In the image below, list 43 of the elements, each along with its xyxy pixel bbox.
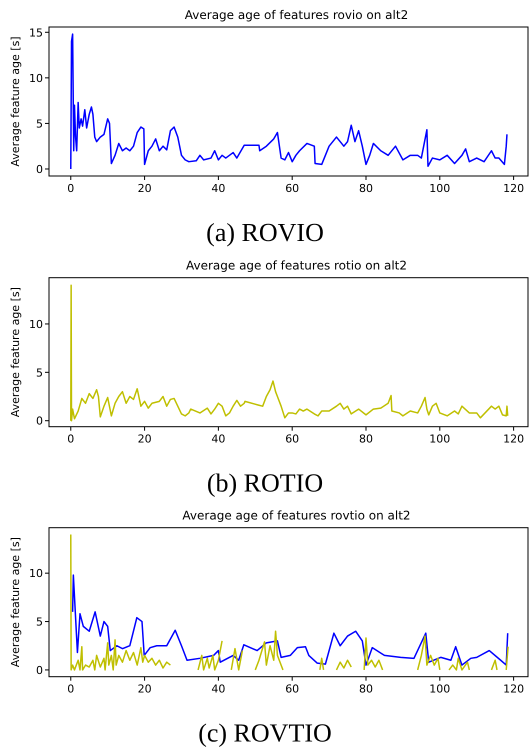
x-tick-label: 120 [503, 182, 524, 195]
y-tick-label: 10 [29, 567, 43, 580]
x-tick-label: 120 [503, 432, 524, 446]
chart-title: Average age of features rovio on alt2 [184, 8, 408, 22]
y-axis-title: Average feature age [s] [9, 287, 22, 418]
line-series [70, 33, 508, 170]
y-tick-label: 5 [36, 616, 43, 629]
y-tick-label: 10 [29, 318, 43, 331]
y-tick-label: 5 [36, 366, 43, 380]
y-axis-title: Average feature age [s] [9, 36, 22, 167]
x-tick-label: 40 [211, 682, 226, 696]
x-tick-label: 100 [429, 682, 450, 696]
x-tick-label: 40 [211, 432, 226, 446]
chart-title: Average age of features rotio on alt2 [186, 258, 408, 273]
x-tick-label: 60 [285, 432, 300, 446]
chart-title: Average age of features rovtio on alt2 [182, 508, 411, 523]
line-series [70, 284, 508, 422]
x-tick-label: 0 [67, 182, 74, 195]
x-tick-label: 0 [67, 682, 74, 696]
x-tick-label: 0 [67, 432, 74, 446]
x-tick-label: 80 [358, 682, 373, 696]
x-tick-label: 60 [285, 182, 300, 195]
y-axis-title: Average feature age [s] [9, 537, 22, 668]
text: (a) ROVIO [206, 218, 324, 247]
text: (c) ROVTIO [198, 718, 332, 748]
x-tick-label: 120 [503, 682, 524, 696]
x-tick-label: 100 [429, 182, 450, 195]
y-tick-label: 5 [36, 117, 43, 130]
y-tick-label: 0 [36, 664, 43, 677]
y-tick-label: 0 [36, 414, 43, 428]
x-tick-label: 40 [211, 182, 226, 195]
y-tick-label: 0 [36, 162, 43, 176]
text: (b) ROTIO [206, 468, 324, 498]
x-tick-label: 80 [358, 182, 373, 195]
x-tick-label: 20 [138, 182, 152, 195]
x-tick-label: 20 [138, 682, 152, 696]
x-tick-label: 100 [429, 432, 450, 446]
y-tick-label: 10 [29, 72, 43, 85]
x-tick-label: 80 [358, 432, 373, 446]
x-tick-label: 60 [285, 682, 300, 696]
x-tick-label: 20 [138, 432, 152, 446]
line-series [72, 574, 508, 666]
y-tick-label: 15 [29, 26, 43, 40]
